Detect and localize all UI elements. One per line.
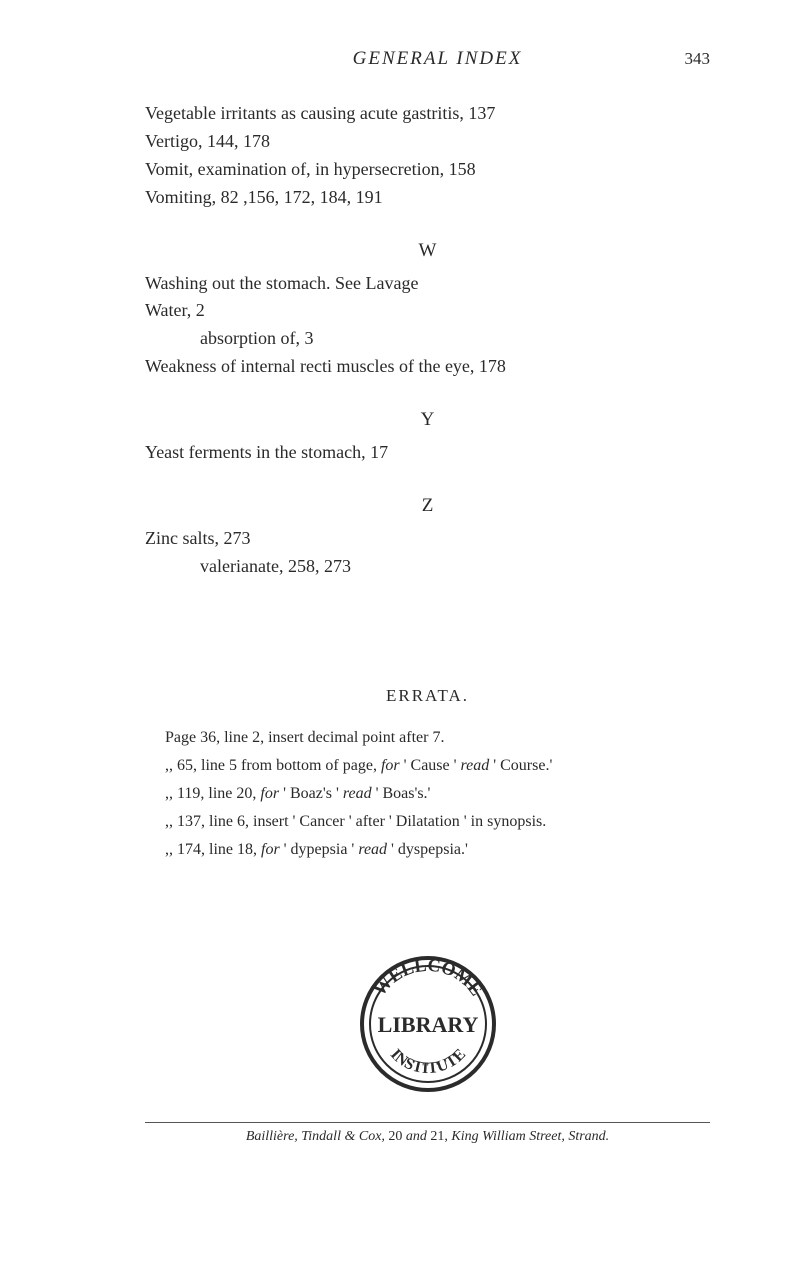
index-entry: Vomiting, 82 ,156, 172, 184, 191 [145, 184, 710, 212]
errata-read: read [358, 841, 387, 858]
index-block-y: Yeast ferments in the stomach, 17 [145, 439, 710, 467]
library-stamp-wrap: WELLCOME LIBRARY INSTITUTE [145, 949, 710, 1104]
index-block-v: Vegetable irritants as causing acute gas… [145, 100, 710, 212]
page-number: 343 [670, 49, 710, 69]
errata-line: ,, 119, line 20, for ' Boaz's ' read ' B… [145, 780, 710, 808]
errata-text: ,, 137, line 6, insert ' Cancer ' after … [165, 813, 546, 830]
footer-publisher: Baillière, Tindall & Cox, [246, 1129, 385, 1144]
errata-text: Page 36, line 2, insert decimal point af… [165, 729, 444, 746]
footer-text: 20 [385, 1129, 406, 1144]
errata-text: ,, 65, line 5 from bottom of page, [165, 757, 381, 774]
errata-text: ' Course.' [489, 757, 552, 774]
errata-line: ,, 65, line 5 from bottom of page, for '… [145, 752, 710, 780]
errata-text: ' Boas's.' [372, 785, 431, 802]
errata-text: ' Boaz's ' [279, 785, 343, 802]
errata-text: ' dypepsia ' [280, 841, 359, 858]
errata-for: for [261, 841, 280, 858]
errata-line: Page 36, line 2, insert decimal point af… [145, 724, 710, 752]
footer-address: King William Street, Strand. [451, 1129, 609, 1144]
footer-and: and [406, 1129, 427, 1144]
errata-block: Page 36, line 2, insert decimal point af… [145, 724, 710, 864]
page: GENERAL INDEX 343 Vegetable irritants as… [0, 0, 800, 1271]
errata-read: read [343, 785, 372, 802]
index-entry: Vegetable irritants as causing acute gas… [145, 100, 710, 128]
svg-text:INSTITUTE: INSTITUTE [386, 1046, 468, 1077]
index-entry: Yeast ferments in the stomach, 17 [145, 439, 710, 467]
section-letter-w: W [145, 240, 710, 262]
errata-text: ,, 174, line 18, [165, 841, 261, 858]
index-entry: Water, 2 [145, 297, 710, 325]
index-subentry: valerianate, 258, 273 [145, 553, 710, 581]
index-entry: Weakness of internal recti muscles of th… [145, 353, 710, 381]
section-letter-z: Z [145, 495, 710, 517]
index-entry: Washing out the stomach. See Lavage [145, 270, 710, 298]
index-block-z: Zinc salts, 273 valerianate, 258, 273 [145, 525, 710, 581]
running-title: GENERAL INDEX [205, 48, 670, 70]
errata-line: ,, 174, line 18, for ' dypepsia ' read '… [145, 836, 710, 864]
errata-for: for [381, 757, 400, 774]
svg-text:WELLCOME: WELLCOME [369, 954, 486, 999]
errata-for: for [260, 785, 279, 802]
stamp-bottom-text: INSTITUTE [386, 1046, 468, 1077]
index-entry: Vomit, examination of, in hypersecretion… [145, 156, 710, 184]
errata-heading: ERRATA. [145, 686, 710, 706]
index-entry: Zinc salts, 273 [145, 525, 710, 553]
section-letter-y: Y [145, 409, 710, 431]
errata-text: ' Cause ' [400, 757, 461, 774]
footer-text: 21, [427, 1129, 452, 1144]
index-entry: Vertigo, 144, 178 [145, 128, 710, 156]
running-head: GENERAL INDEX 343 [145, 48, 710, 70]
index-block-w: Washing out the stomach. See Lavage Wate… [145, 270, 710, 382]
library-stamp-icon: WELLCOME LIBRARY INSTITUTE [353, 949, 503, 1104]
errata-read: read [461, 757, 490, 774]
index-subentry: absorption of, 3 [145, 325, 710, 353]
imprint-footer: Baillière, Tindall & Cox, 20 and 21, Kin… [145, 1122, 710, 1145]
errata-text: ,, 119, line 20, [165, 785, 260, 802]
errata-line: ,, 137, line 6, insert ' Cancer ' after … [145, 808, 710, 836]
stamp-top-text: WELLCOME [369, 954, 486, 999]
stamp-center-text: LIBRARY [377, 1012, 478, 1037]
errata-text: ' dyspepsia.' [387, 841, 468, 858]
